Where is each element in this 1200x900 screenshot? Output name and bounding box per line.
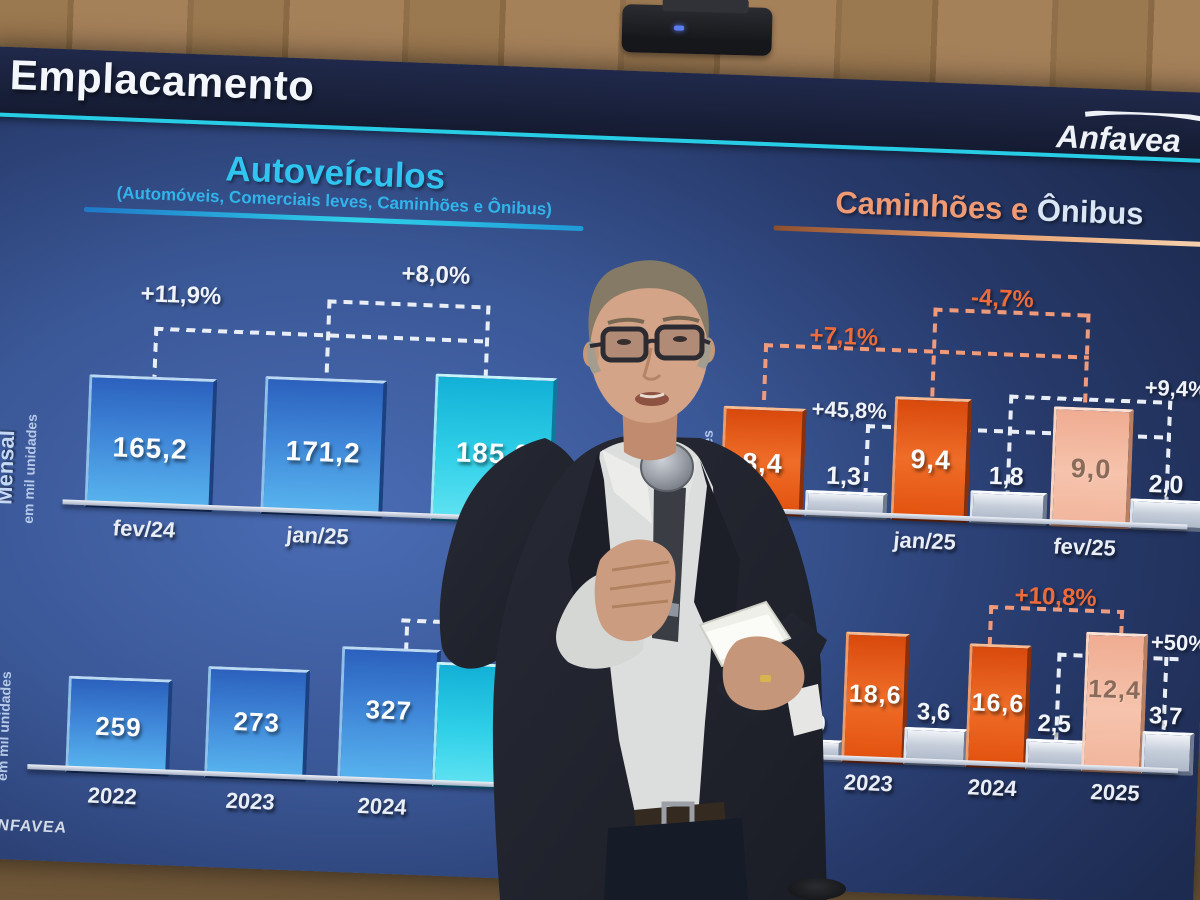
shirt-cuff-left: [786, 684, 824, 736]
logo-text: Anfavea: [1055, 118, 1182, 159]
glasses-bridge: [589, 338, 711, 348]
table-microphone: [788, 878, 846, 900]
presenter-hair: [588, 260, 709, 346]
anfavea-logo: Anfavea: [1055, 109, 1200, 159]
logo-swoosh: [1084, 109, 1200, 127]
presentation-screen: Emplacamento Anfavea Autoveículos (Autom…: [0, 46, 1200, 900]
eye-right: [673, 336, 687, 342]
hair-temple-left: [587, 342, 601, 374]
presenter-head: [590, 277, 708, 423]
nose: [642, 347, 662, 381]
shirt-collar-left: [602, 450, 652, 524]
presenter-left-hand: [722, 636, 805, 711]
glasses-right-lens: [654, 324, 705, 361]
note-card-top: [706, 614, 784, 660]
trousers: [604, 818, 748, 900]
eyebrows: [607, 315, 700, 325]
eye-left: [617, 339, 631, 345]
wedding-ring: [760, 675, 771, 682]
glasses-left-lens: [600, 326, 649, 363]
teeth: [639, 392, 665, 399]
hand-fingers: [609, 560, 672, 609]
